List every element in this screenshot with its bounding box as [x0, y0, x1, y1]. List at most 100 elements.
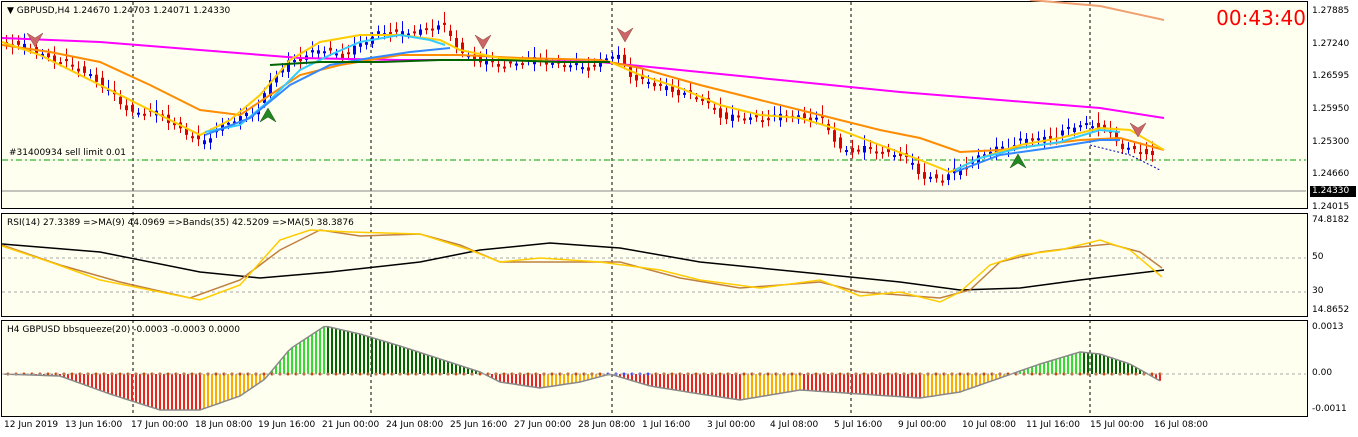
candle-body [983, 154, 986, 157]
candle-body [89, 74, 92, 77]
candle-body [1103, 124, 1106, 129]
squeeze-dot [646, 372, 650, 376]
candle-body [1049, 135, 1052, 140]
candle-body [677, 89, 680, 96]
rsi-ma-line [1, 229, 1163, 299]
candle-body [323, 51, 326, 54]
candle-body [1019, 138, 1022, 141]
candle-body [227, 122, 230, 125]
candle-body [521, 63, 524, 66]
candle-body [875, 151, 878, 154]
candle-body [911, 162, 914, 165]
squeeze-dot [406, 372, 410, 376]
candle-body [701, 98, 704, 101]
candle-body [377, 31, 380, 34]
candle-body [863, 145, 866, 153]
candle-body [407, 33, 410, 36]
candle-body [497, 63, 500, 67]
ma-cyan-line [954, 128, 1121, 171]
candle-body [341, 53, 344, 59]
squeeze-dot [622, 372, 626, 376]
squeeze-dot [310, 372, 314, 376]
candle-body [443, 22, 446, 25]
pending-order-label: #31400934 sell limit 0.01 [9, 148, 126, 158]
candle-body [767, 118, 770, 121]
candle-body [959, 169, 962, 176]
candle-body [743, 118, 746, 121]
candle-body [23, 43, 26, 48]
time-label: 3 Jul 00:00 [707, 420, 756, 430]
squeeze-dot [694, 372, 698, 376]
candle-body [41, 53, 44, 56]
candle-body [143, 113, 146, 116]
time-label: 10 Jul 08:00 [962, 420, 1016, 430]
candle-body [659, 83, 662, 86]
time-label: 24 Jun 08:00 [386, 420, 444, 430]
candle-body [1001, 146, 1004, 149]
candle-body [887, 149, 890, 153]
candle-body [173, 122, 176, 126]
candle-body [1151, 151, 1154, 156]
sell-signal-arrow-icon [26, 32, 44, 48]
sell-signal-arrow-icon [1129, 122, 1147, 138]
collapse-triangle-icon[interactable]: ▼ [7, 6, 17, 16]
candle-countdown-timer: 00:43:40 [1216, 6, 1306, 30]
candle-body [845, 150, 848, 153]
candle-body [65, 59, 68, 62]
ma-blue-line [204, 47, 451, 136]
candle-body [833, 130, 836, 142]
buy-signal-arrow-icon [259, 107, 277, 123]
time-label: 15 Jul 00:00 [1090, 420, 1144, 430]
buy-signal-arrow-icon [1009, 153, 1027, 169]
time-label: 21 Jun 00:00 [322, 420, 380, 430]
candle-body [329, 47, 332, 51]
ma-slow-line [1029, 0, 1165, 21]
candle-body [653, 82, 656, 87]
candle-body [461, 42, 464, 53]
squeeze-dot [214, 372, 218, 376]
candle-body [935, 174, 938, 179]
candle-body [1067, 126, 1070, 129]
candle-body [101, 77, 104, 88]
candle-body [125, 105, 128, 111]
candle-body [455, 38, 458, 48]
candle-body [119, 96, 122, 105]
bbsqueeze-header: H4 GBPUSD bbsqueeze(20) -0.0003 -0.0003 … [7, 325, 240, 335]
sell-signal-arrow-icon [474, 34, 492, 50]
price-tick: 1.24660 [1312, 169, 1350, 179]
squeeze-dot [670, 372, 674, 376]
candle-body [1127, 147, 1130, 150]
squeeze-dot [1102, 372, 1106, 376]
candle-body [1073, 127, 1076, 133]
candle-body [809, 117, 812, 121]
time-label: 11 Jul 16:00 [1026, 420, 1080, 430]
candle-body [293, 60, 296, 63]
squeeze-dot [166, 372, 170, 376]
candle-body [671, 86, 674, 92]
price-tick: 1.26595 [1312, 71, 1350, 81]
candle-body [575, 63, 578, 66]
rsi-line [1, 229, 1163, 303]
time-label: 12 Jun 2019 [4, 420, 59, 430]
candle-body [917, 163, 920, 174]
candle-body [737, 115, 740, 118]
candle-body [281, 68, 284, 73]
candle-body [17, 40, 20, 45]
candle-body [623, 54, 626, 64]
candle-body [245, 112, 248, 117]
candle-body [1145, 148, 1148, 155]
candle-body [893, 155, 896, 158]
price-tick: 1.27240 [1312, 39, 1350, 49]
squeeze-dot [382, 372, 386, 376]
candle-body [755, 115, 758, 118]
squeeze-dot [982, 372, 986, 376]
candle-body [695, 97, 698, 100]
rsi-tick: 14.8652 [1312, 305, 1350, 315]
squeeze-dot [814, 372, 818, 376]
candle-body [317, 50, 320, 54]
candle-body [191, 136, 194, 139]
time-label: 17 Jun 00:00 [131, 420, 189, 430]
squeeze-dot [790, 372, 794, 376]
candle-body [941, 180, 944, 183]
